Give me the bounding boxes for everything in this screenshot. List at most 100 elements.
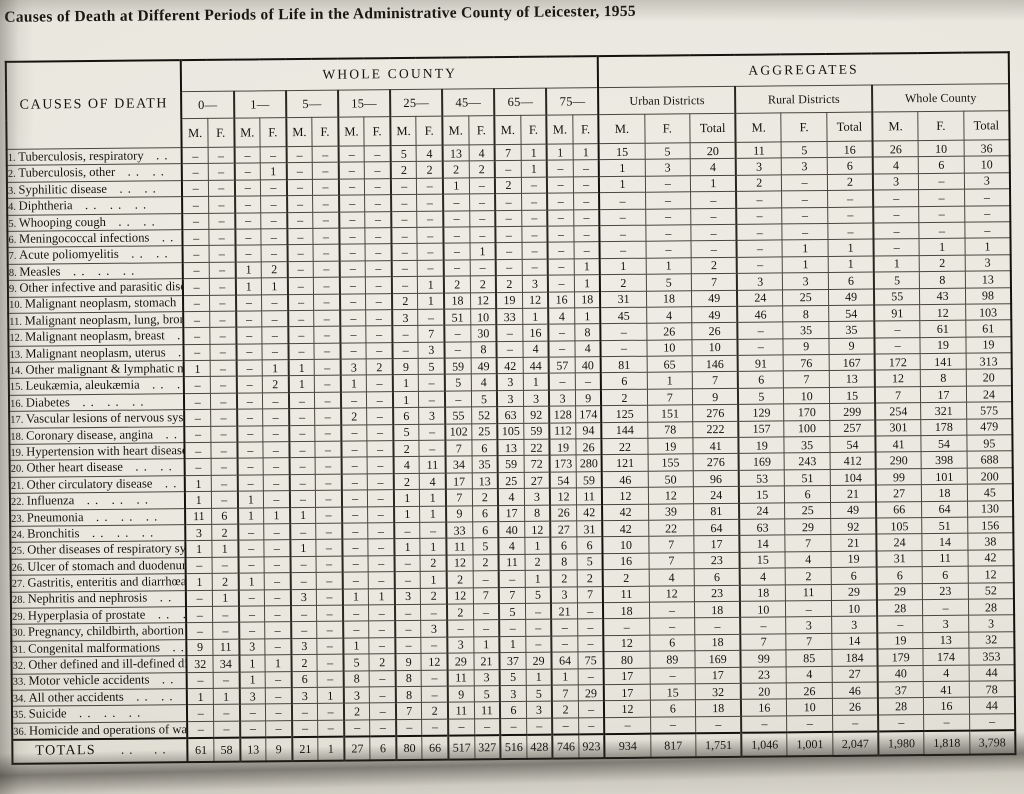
row-label: 16. Diabetes . . . . . . <box>8 393 185 412</box>
data-cell: 28 <box>878 697 924 715</box>
data-cell: 11 <box>785 583 832 601</box>
data-cell: – <box>740 617 787 635</box>
data-cell: 35 <box>828 321 875 339</box>
row-label: 14. Other malignant & lymphatic neoplasm… <box>8 360 185 379</box>
data-cell: 1 <box>574 307 601 325</box>
data-cell: 1 <box>368 588 395 605</box>
data-cell: – <box>367 457 394 474</box>
data-cell: – <box>185 557 213 574</box>
sex-header-5-female: F. <box>312 117 339 147</box>
data-cell: 4 <box>574 340 602 357</box>
data-cell: 9 <box>575 389 602 407</box>
data-cell: – <box>289 457 316 475</box>
data-cell: 105 <box>876 517 923 535</box>
totals-cell: 9 <box>265 737 293 762</box>
data-cell: – <box>317 719 345 737</box>
data-cell: – <box>369 637 396 654</box>
data-cell: 16 <box>923 697 970 715</box>
data-cell: – <box>392 342 419 359</box>
data-cell: – <box>649 667 696 685</box>
data-cell: – <box>369 719 397 737</box>
row-number: 28. <box>11 595 28 607</box>
data-cell: 61 <box>919 320 966 338</box>
data-cell: 184 <box>831 649 878 666</box>
row-number: 14. <box>9 365 26 377</box>
data-cell: 75 <box>577 651 605 669</box>
row-label-text: Acute poliomyelitis <box>19 247 119 263</box>
totals-cell: 517 <box>448 735 475 760</box>
data-cell: – <box>187 704 214 722</box>
mortality-table-wrapper: CAUSES OF DEATH WHOLE COUNTY AGGREGATES … <box>4 51 1017 765</box>
data-cell: – <box>209 311 236 328</box>
data-cell: – <box>184 442 212 460</box>
data-cell: 81 <box>693 502 740 520</box>
data-cell: 1 <box>442 177 470 195</box>
data-cell: – <box>314 424 342 442</box>
data-cell: 18 <box>444 292 471 310</box>
row-label-text: Nephritis and nephrosis <box>27 590 148 607</box>
row-number: 5. <box>8 218 19 230</box>
data-cell: 3 <box>291 687 318 704</box>
data-cell: 100 <box>784 420 830 437</box>
data-cell: 1 <box>238 573 265 590</box>
data-cell: – <box>210 425 237 443</box>
data-cell: – <box>420 522 447 539</box>
totals-cell: 516 <box>500 734 527 760</box>
data-cell: 12 <box>421 653 448 670</box>
data-cell: – <box>573 225 600 243</box>
data-cell: 17 <box>695 666 742 684</box>
leader-dots: . . . . . . <box>79 525 155 541</box>
sex-header-rural-female: F. <box>781 112 828 142</box>
data-cell: – <box>421 669 448 687</box>
data-cell: – <box>781 174 828 192</box>
leader-dots: . . <box>177 328 184 343</box>
data-cell: 54 <box>829 436 876 453</box>
data-cell: – <box>260 179 287 197</box>
row-label-text: Malignant neoplasm, uterus <box>25 344 166 361</box>
data-cell: – <box>182 229 210 246</box>
data-cell: – <box>234 146 261 164</box>
data-cell: – <box>339 260 366 278</box>
data-cell: 8 <box>395 686 422 703</box>
data-cell: – <box>313 228 340 245</box>
data-cell: 1 <box>551 668 579 686</box>
data-cell: 222 <box>692 420 739 438</box>
data-cell: 1 <box>290 539 317 557</box>
data-cell: 61 <box>965 320 1012 337</box>
data-cell: 3 <box>549 389 576 407</box>
data-cell: – <box>342 555 369 573</box>
sex-header-urban-female: F. <box>644 113 691 144</box>
data-cell: – <box>286 179 313 196</box>
data-cell: 35 <box>784 436 831 454</box>
data-cell: – <box>547 176 574 194</box>
data-cell: 13 <box>922 631 969 649</box>
row-label-text: Syphilitic disease <box>18 181 108 197</box>
data-cell: 7 <box>472 587 500 604</box>
data-cell: 2 <box>393 473 420 490</box>
data-cell: 19 <box>830 550 877 568</box>
data-cell: 10 <box>646 339 693 357</box>
data-cell: 64 <box>921 500 968 518</box>
data-cell: – <box>236 343 263 361</box>
data-cell: – <box>316 621 344 639</box>
sex-header-0-male: M. <box>181 118 209 148</box>
data-cell: 1 <box>599 175 646 193</box>
data-cell: 39 <box>648 503 694 521</box>
data-cell: 7 <box>395 702 423 720</box>
data-cell: – <box>365 260 392 278</box>
data-cell: – <box>185 458 212 476</box>
data-cell: 4 <box>648 568 695 586</box>
data-cell: 15 <box>739 486 785 503</box>
data-cell: – <box>367 424 394 441</box>
data-cell: 2 <box>366 358 393 376</box>
data-cell: – <box>873 189 919 207</box>
data-cell: 18 <box>695 699 742 717</box>
data-cell: 45 <box>600 307 647 324</box>
data-cell: – <box>209 245 236 263</box>
data-cell: – <box>208 196 235 213</box>
data-cell: 92 <box>830 517 877 535</box>
data-cell: – <box>236 441 264 459</box>
data-cell: 2 <box>496 275 523 293</box>
data-cell: 8 <box>574 323 601 341</box>
data-cell: 276 <box>692 404 739 422</box>
